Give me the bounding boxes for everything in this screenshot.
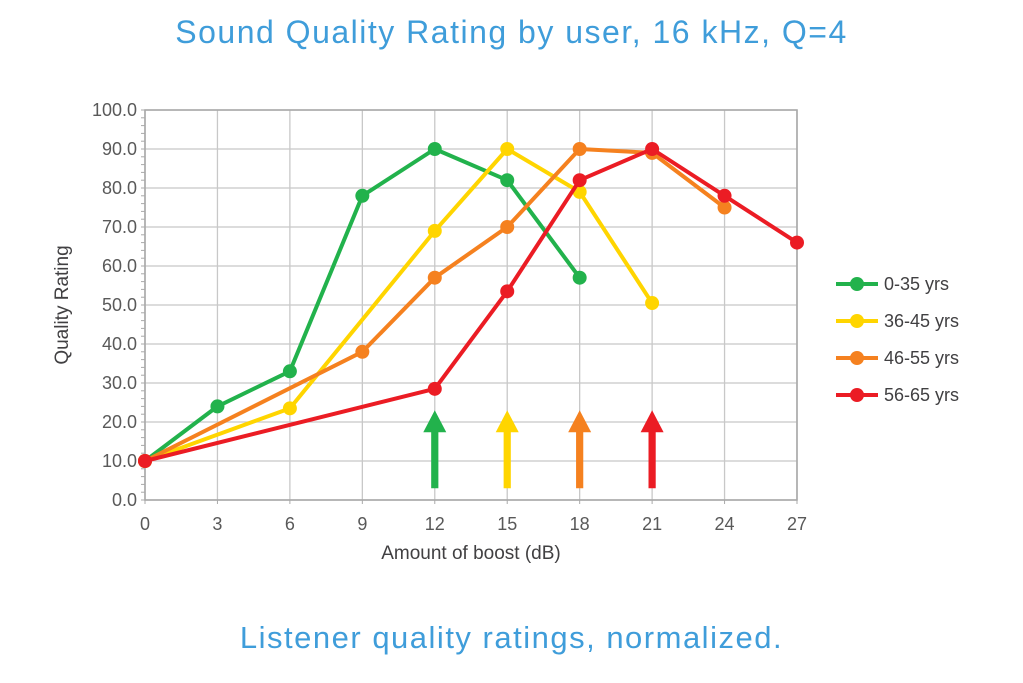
y-tick-label-10: 100.0 [92,100,137,120]
series-marker [282,401,297,416]
series-56-65-yrs [138,142,804,468]
y-tick-label-0: 0.0 [112,490,137,510]
arrow-annotation-3 [640,410,664,489]
legend-swatch-marker-2 [850,351,864,365]
series-marker [500,173,515,188]
legend: 0-35 yrs 36-45 yrs 46-55 yrs 56-65 yrs [836,274,959,405]
arrow-annotations [423,410,664,489]
gridlines [144,109,798,501]
series-marker [427,223,442,238]
x-tick-label-4: 12 [425,514,445,534]
series-marker [427,381,442,396]
legend-item-3: 56-65 yrs [836,385,959,405]
x-tick-label-1: 3 [212,514,222,534]
series-marker [500,220,515,234]
x-tick-label-6: 18 [570,514,590,534]
series-marker [717,188,732,203]
y-tick-label-5: 50.0 [102,295,137,315]
series-marker [427,270,442,285]
axis-labels: 0.0 10.0 20.0 30.0 40.0 50.0 60.0 70.0 80.0 90.0 1… [92,100,807,534]
y-tick-label-6: 60.0 [102,256,137,276]
legend-label-0: 0-35 yrs [884,274,949,294]
y-tick-label-2: 20.0 [102,412,137,432]
legend-swatch-marker-3 [850,388,864,402]
x-tick-label-0: 0 [140,514,150,534]
series-marker [790,235,804,250]
legend-label-1: 36-45 yrs [884,311,959,331]
axis-ticks [141,109,798,504]
legend-label-2: 46-55 yrs [884,348,959,368]
legend-swatch-marker-0 [850,277,864,291]
series-marker [572,270,587,285]
series-marker [645,142,660,156]
y-tick-label-3: 30.0 [102,373,137,393]
y-tick-label-7: 70.0 [102,217,137,237]
legend-item-2: 46-55 yrs [836,348,959,368]
y-axis-title: Quality Rating [52,245,73,364]
series-marker [355,188,370,203]
series-marker [210,399,225,414]
y-tick-label-9: 90.0 [102,139,137,159]
x-tick-label-9: 27 [787,514,807,534]
series-marker [355,344,370,359]
arrow-annotation-1 [495,410,519,489]
legend-item-1: 36-45 yrs [836,311,959,331]
x-axis-title: Amount of boost (dB) [381,543,561,564]
series-marker [717,200,732,215]
legend-item-0: 0-35 yrs [836,274,949,294]
series-marker [138,454,152,468]
x-tick-label-2: 6 [285,514,295,534]
arrow-annotation-2 [568,410,592,489]
x-tick-label-3: 9 [357,514,367,534]
series-marker [427,142,442,156]
series-marker [282,364,297,379]
legend-label-3: 56-65 yrs [884,385,959,405]
arrow-annotation-0 [423,410,447,489]
series-marker [500,284,515,299]
plot-border [144,109,798,501]
series-marker [572,173,587,188]
series-marker [572,142,587,156]
x-tick-label-5: 15 [497,514,517,534]
y-tick-label-4: 40.0 [102,334,137,354]
series-line-1 [143,147,655,463]
legend-swatch-marker-1 [850,314,864,328]
x-tick-label-7: 21 [642,514,662,534]
x-tick-label-8: 24 [715,514,735,534]
chart-title: Sound Quality Rating by user, 16 kHz, Q=… [175,14,848,50]
y-tick-label-1: 10.0 [102,451,137,471]
series-marker [645,296,660,311]
chart-caption: Listener quality ratings, normalized. [239,620,784,655]
series-marker [500,142,515,156]
y-tick-label-8: 80.0 [102,178,137,198]
